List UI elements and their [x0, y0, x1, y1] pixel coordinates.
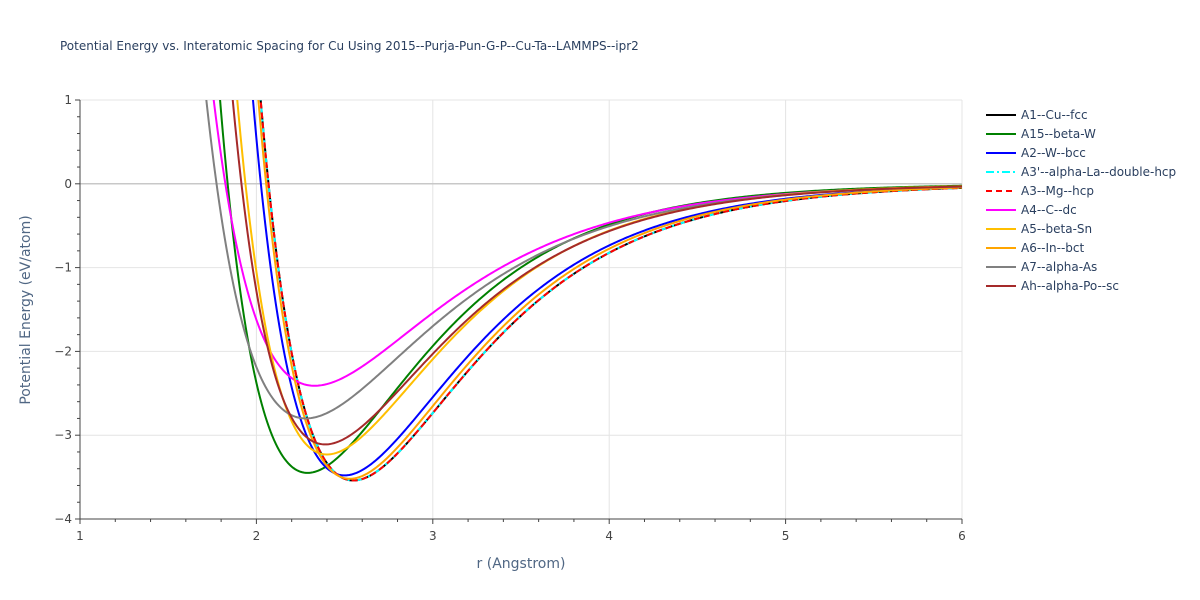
legend-label[interactable]: A7--alpha-As — [1021, 260, 1097, 274]
x-tick-label: 5 — [782, 529, 790, 543]
legend-label[interactable]: A4--C--dc — [1021, 203, 1077, 217]
y-tick-label: −4 — [54, 512, 72, 526]
plot-area[interactable] — [168, 0, 962, 482]
legend-label[interactable]: A3'--alpha-La--double-hcp — [1021, 165, 1176, 179]
axes: 1 2 3 4 5 6 1 0 −1 −2 −3 −4 — [54, 93, 966, 543]
y-tick-label: −2 — [54, 344, 72, 358]
chart-title: Potential Energy vs. Interatomic Spacing… — [60, 39, 639, 53]
legend: A1--Cu--fcc A15--beta-W A2--W--bcc A3'--alp… — [986, 108, 1176, 293]
series-line-a5-beta-sn[interactable] — [168, 0, 962, 456]
legend-label[interactable]: A15--beta-W — [1021, 127, 1096, 141]
x-axis-title: r (Angstrom) — [477, 556, 566, 572]
y-tick-label: 1 — [64, 93, 72, 107]
legend-label[interactable]: A2--W--bcc — [1021, 146, 1086, 160]
y-tick-label: −1 — [54, 261, 72, 275]
x-tick-label: 1 — [76, 529, 84, 543]
y-tick-label: −3 — [54, 428, 72, 442]
x-tick-label: 6 — [958, 529, 966, 543]
x-tick-label: 4 — [605, 529, 613, 543]
legend-label[interactable]: Ah--alpha-Po--sc — [1021, 279, 1119, 293]
series-line-a7-alpha-as[interactable] — [168, 0, 962, 420]
x-tick-label: 2 — [253, 529, 261, 543]
legend-label[interactable]: A6--In--bct — [1021, 241, 1085, 255]
y-tick-label: 0 — [64, 177, 72, 191]
series-line-a6-in-bct[interactable] — [168, 0, 962, 480]
y-axis-title: Potential Energy (eV/atom) — [18, 215, 34, 404]
series-line-a3-mg-hcp[interactable] — [168, 0, 962, 482]
series-line-ah-alpha-po-sc[interactable] — [168, 0, 962, 446]
legend-label[interactable]: A3--Mg--hcp — [1021, 184, 1094, 198]
legend-label[interactable]: A1--Cu--fcc — [1021, 108, 1088, 122]
x-tick-label: 3 — [429, 529, 437, 543]
legend-label[interactable]: A5--beta-Sn — [1021, 222, 1092, 236]
